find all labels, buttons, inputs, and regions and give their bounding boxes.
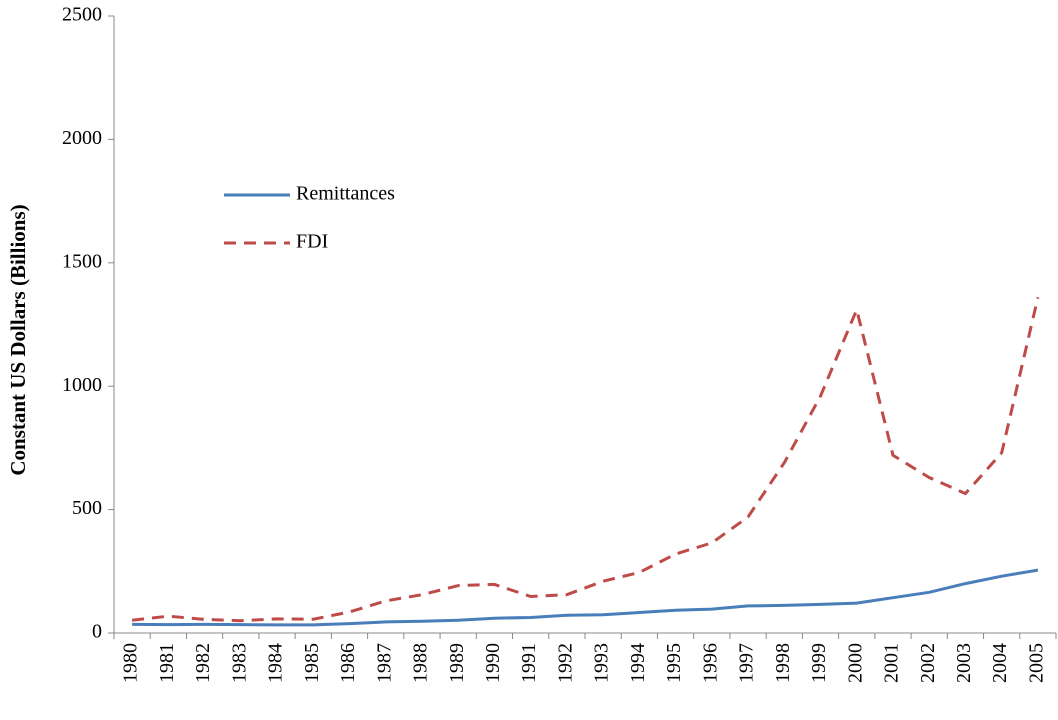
x-tick-label: 2002 <box>917 643 939 683</box>
x-tick-label: 2000 <box>844 643 866 683</box>
legend-label: Remittances <box>296 183 395 205</box>
x-tick-label: 1983 <box>228 643 250 683</box>
y-tick-label: 0 <box>92 621 102 643</box>
x-tick-label: 1995 <box>663 643 685 683</box>
y-tick-label: 2500 <box>62 4 102 26</box>
x-tick-label: 1984 <box>265 643 287 683</box>
x-tick-label: 1992 <box>554 643 576 683</box>
x-tick-label: 1980 <box>120 643 142 683</box>
x-tick-label: 1997 <box>736 643 758 683</box>
x-tick-label: 1999 <box>808 643 830 683</box>
x-tick-label: 2001 <box>881 643 903 683</box>
y-axis-title: Constant US Dollars (Billions) <box>6 204 30 475</box>
y-tick-label: 500 <box>72 497 102 519</box>
x-tick-label: 2005 <box>1025 643 1047 683</box>
x-tick-label: 1991 <box>518 643 540 683</box>
x-tick-label: 1985 <box>301 643 323 683</box>
y-tick-label: 2000 <box>62 127 102 149</box>
x-tick-label: 2004 <box>989 643 1011 683</box>
x-tick-label: 1982 <box>192 643 214 683</box>
x-tick-label: 1990 <box>482 643 504 683</box>
legend-label: FDI <box>296 231 328 253</box>
series-line <box>131 297 1040 623</box>
x-tick-label: 1996 <box>699 643 721 683</box>
x-tick-label: 1998 <box>772 643 794 683</box>
x-tick-label: 1994 <box>627 643 649 683</box>
y-tick-label: 1000 <box>62 374 102 396</box>
y-tick-label: 1500 <box>62 250 102 272</box>
x-tick-label: 2003 <box>953 643 975 683</box>
series-line <box>132 568 1039 627</box>
x-tick-label: 1988 <box>410 643 432 683</box>
x-tick-label: 1993 <box>591 643 613 683</box>
x-tick-label: 1987 <box>373 643 395 683</box>
x-tick-label: 1981 <box>156 643 178 683</box>
x-tick-label: 1986 <box>337 643 359 683</box>
x-tick-label: 1989 <box>446 643 468 683</box>
